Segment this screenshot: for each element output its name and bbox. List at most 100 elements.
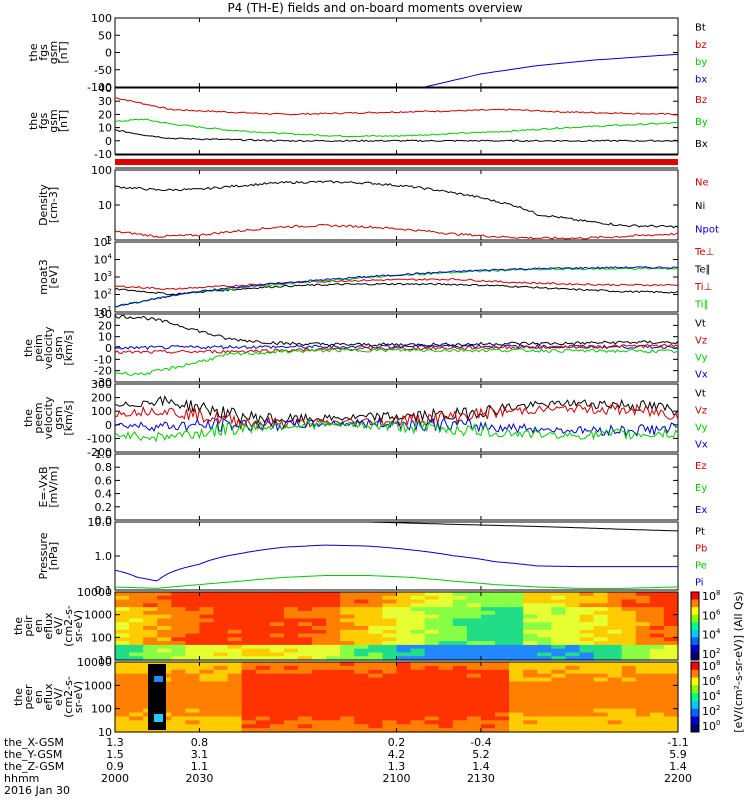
spectrogram-cell — [312, 652, 327, 657]
spectrogram-cell — [143, 607, 158, 612]
y-tick-label: 1.0 — [95, 448, 113, 461]
y-tick-label: 100 — [91, 405, 112, 418]
spectrogram-cell — [297, 648, 313, 654]
spectrogram-cell — [255, 614, 271, 620]
colorbar-band — [691, 644, 699, 653]
spectrogram-cell — [382, 662, 398, 667]
spectrogram-cell — [396, 708, 412, 714]
spectrogram-cell — [438, 681, 454, 686]
exponent: 1 — [108, 305, 112, 313]
spectrogram-cell — [297, 677, 313, 683]
y-tick-label: 30 — [98, 95, 112, 108]
spectrogram-cell — [199, 697, 215, 702]
spectrogram-cell — [368, 629, 384, 635]
spectrogram-cell — [579, 693, 595, 698]
spectrogram-cell — [509, 720, 524, 725]
spectrogram-cell — [480, 641, 496, 646]
spectrogram-cell — [199, 637, 215, 642]
spectrogram-cell — [227, 622, 243, 627]
spectrogram-cell — [565, 595, 581, 601]
spectrogram-cell — [199, 618, 215, 623]
spectrogram-cell — [649, 626, 665, 631]
spectrogram-cell — [593, 677, 609, 683]
spectrogram-cell — [241, 662, 257, 667]
spectrogram-cell — [269, 641, 285, 646]
spectrogram-cell — [326, 728, 341, 733]
spectrogram-cell — [227, 704, 243, 710]
spectrogram-cell — [157, 607, 172, 612]
spectrogram-cell — [480, 644, 496, 650]
spectrogram-cell — [297, 712, 313, 718]
spectrogram-cell — [466, 603, 482, 608]
spectrogram-cell — [495, 633, 510, 638]
spectrogram-cell — [382, 626, 398, 631]
spectrogram-cell — [452, 592, 468, 597]
spectrogram-cell — [368, 652, 384, 657]
spectrogram-cell — [241, 716, 257, 721]
spectrogram-cell — [410, 716, 426, 721]
spectrogram-cell — [495, 610, 510, 616]
series-vx — [114, 343, 679, 351]
spectrogram-cell — [438, 622, 454, 627]
spectrogram-cell — [354, 633, 369, 638]
spectrogram-cell — [283, 704, 299, 710]
spectrogram-cell — [649, 610, 665, 616]
spectrogram-cell — [424, 712, 440, 718]
spectrogram-cell — [368, 681, 384, 686]
spectrogram-cell — [283, 720, 299, 725]
spectrogram-cell — [480, 610, 496, 616]
spectrogram-cell — [480, 626, 496, 631]
spectrogram-cell — [607, 637, 623, 642]
spectrogram-cell — [255, 708, 271, 714]
spectrogram-cell — [283, 652, 299, 657]
spectrogram-cell — [579, 603, 595, 608]
spectrogram-cell — [312, 716, 327, 721]
spectrogram-cell — [537, 669, 552, 675]
spectrogram-cell — [143, 610, 158, 616]
spectrogram-cell — [312, 644, 327, 650]
spectrogram-cell — [199, 677, 215, 683]
spectrogram-cell — [213, 716, 229, 721]
spectrogram-cell — [115, 665, 130, 671]
spectrogram-cell — [466, 599, 482, 604]
spectrogram-cell — [438, 662, 454, 667]
spectrogram-cell — [466, 618, 482, 623]
series-ne — [114, 223, 679, 240]
spectrogram-cell — [269, 614, 285, 620]
spectrogram-cell — [410, 595, 426, 601]
spectrogram-cell — [297, 614, 313, 620]
spectrogram-cell — [213, 693, 229, 698]
spectrogram-cell — [241, 592, 257, 597]
spectrogram-cell — [635, 697, 651, 702]
spectrogram-cell — [129, 665, 144, 671]
y-tick-label: 101 — [94, 305, 112, 319]
spectrogram-cell — [509, 697, 524, 702]
y-axis-label: en — [32, 690, 45, 704]
spectrogram-cell — [466, 728, 482, 733]
spectrogram-cell — [340, 644, 355, 650]
spectrogram-cell — [523, 614, 538, 620]
spectrogram-cell — [424, 644, 440, 650]
spectrogram-cell — [621, 685, 637, 690]
spectrogram-cell — [410, 637, 426, 642]
spectrogram-cell — [621, 618, 637, 623]
exponent: 6 — [716, 674, 721, 682]
spectrogram-cell — [269, 662, 285, 667]
spectrogram-cell — [171, 673, 186, 679]
spectrogram-cell — [382, 677, 398, 683]
spectrogram-cell — [635, 633, 651, 638]
spectrogram-cell — [283, 697, 299, 702]
spectrogram-cell — [495, 716, 510, 721]
y-tick-label: 100 — [91, 703, 112, 716]
spectrogram-cell — [213, 665, 229, 671]
spectrogram-cell — [185, 648, 201, 654]
spectrogram-cell — [593, 656, 609, 661]
spectrogram-cell — [424, 716, 440, 721]
spectrogram-cell — [382, 637, 398, 642]
spectrogram-cell — [495, 662, 510, 667]
panel-frame — [114, 17, 679, 88]
spectrogram-cell — [157, 728, 172, 733]
spectrogram-cell — [129, 693, 144, 698]
series-vz — [114, 403, 679, 430]
